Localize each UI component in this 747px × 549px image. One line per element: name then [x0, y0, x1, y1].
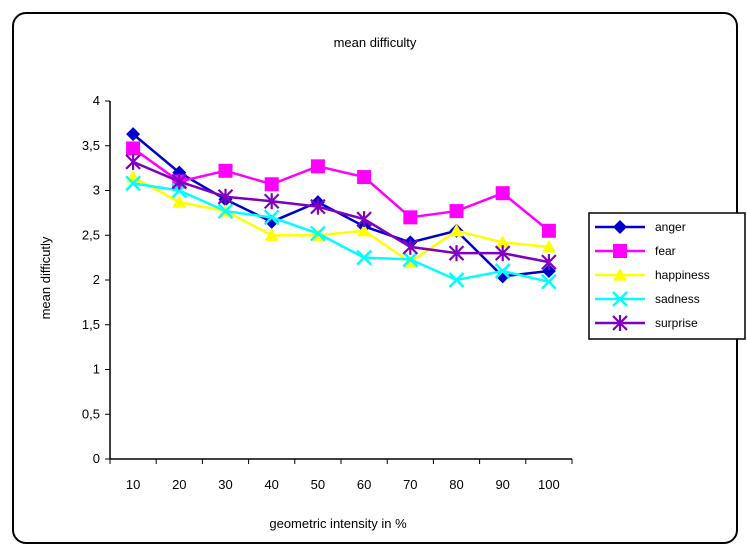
- y-tick-label: 2: [93, 272, 100, 287]
- y-tick-label: 3: [93, 183, 100, 198]
- legend-marker-anger: [613, 220, 627, 234]
- series-line-fear: [132, 147, 550, 232]
- data-point-happiness: [126, 170, 141, 183]
- data-point-sadness: [356, 249, 372, 266]
- data-point-surprise: [217, 188, 234, 205]
- legend-marker-happiness: [613, 268, 627, 281]
- y-tick-label: 4: [93, 93, 100, 108]
- data-point-anger: [126, 127, 141, 142]
- data-point-fear: [310, 159, 325, 174]
- data-point-surprise: [125, 153, 141, 170]
- data-point-surprise: [541, 254, 557, 271]
- y-tick-label: 0,5: [82, 406, 100, 421]
- data-point-happiness: [495, 235, 510, 249]
- data-point-fear: [264, 177, 279, 192]
- data-point-fear: [126, 141, 141, 156]
- data-point-surprise: [356, 211, 372, 228]
- x-tick-label: 20: [172, 477, 186, 492]
- data-point-sadness: [448, 272, 465, 288]
- legend-label-surprise: surprise: [655, 316, 698, 330]
- data-point-surprise: [448, 245, 465, 262]
- x-axis-title: geometric intensity in %: [269, 516, 407, 531]
- chart-title: mean difficulty: [334, 35, 417, 50]
- data-point-fear: [449, 204, 464, 219]
- data-point-surprise: [402, 238, 419, 255]
- data-point-happiness: [449, 223, 464, 237]
- x-tick-label: 30: [218, 477, 232, 492]
- data-point-anger: [541, 264, 556, 279]
- x-tick-label: 60: [357, 477, 371, 492]
- y-tick-label: 2,5: [82, 227, 100, 242]
- data-point-sadness: [494, 263, 511, 279]
- data-point-happiness: [264, 228, 279, 241]
- data-point-sadness: [402, 251, 419, 268]
- data-point-fear: [218, 163, 233, 178]
- data-point-surprise: [263, 193, 280, 210]
- series-fear: [126, 141, 556, 238]
- data-point-fear: [541, 223, 556, 238]
- data-point-fear: [495, 186, 510, 201]
- data-point-happiness: [357, 223, 372, 237]
- data-point-happiness: [172, 195, 187, 208]
- data-point-sadness: [217, 203, 234, 219]
- series-layer: [125, 127, 557, 290]
- y-tick-label: 1: [93, 362, 100, 377]
- series-sadness: [125, 175, 557, 290]
- y-tick-label: 0: [93, 451, 100, 466]
- legend-label-fear: fear: [655, 244, 676, 258]
- y-tick-label: 3,5: [82, 138, 100, 153]
- series-line-sadness: [132, 182, 550, 284]
- data-point-surprise: [494, 245, 511, 262]
- series-line-happiness: [132, 175, 550, 264]
- legend-label-sadness: sadness: [655, 292, 700, 306]
- axes: 0 0,5 1 1,5 2 2,5 3 3,5 4 10 20 30 40 50 60 70 80 90 100: [82, 93, 573, 492]
- data-point-sadness: [541, 273, 557, 290]
- data-point-surprise: [310, 198, 326, 215]
- x-tick-label: 10: [126, 477, 140, 492]
- data-point-sadness: [125, 175, 141, 192]
- legend-marker-surprise: [612, 315, 628, 331]
- legend-label-anger: anger: [655, 220, 686, 234]
- series-line-surprise: [132, 160, 550, 264]
- legend-marker-sadness: [612, 291, 628, 307]
- x-tick-label: 80: [449, 477, 463, 492]
- legend: anger fear happiness sadness surprise: [588, 212, 746, 340]
- data-point-surprise: [171, 173, 188, 190]
- series-surprise: [125, 153, 557, 271]
- x-tick-label: 90: [495, 477, 509, 492]
- data-point-sadness: [310, 225, 326, 242]
- legend-label-happiness: happiness: [655, 268, 710, 282]
- data-point-fear: [357, 170, 372, 185]
- x-tick-label: 100: [538, 477, 560, 492]
- data-point-happiness: [541, 239, 556, 253]
- y-axis-title: mean difficutly: [38, 236, 53, 319]
- legend-marker-fear: [613, 244, 627, 258]
- x-tick-label: 50: [311, 477, 325, 492]
- y-tick-label: 1,5: [82, 317, 100, 332]
- x-tick-label: 70: [403, 477, 417, 492]
- data-point-fear: [403, 210, 418, 225]
- x-tick-label: 40: [264, 477, 278, 492]
- data-point-sadness: [263, 209, 280, 226]
